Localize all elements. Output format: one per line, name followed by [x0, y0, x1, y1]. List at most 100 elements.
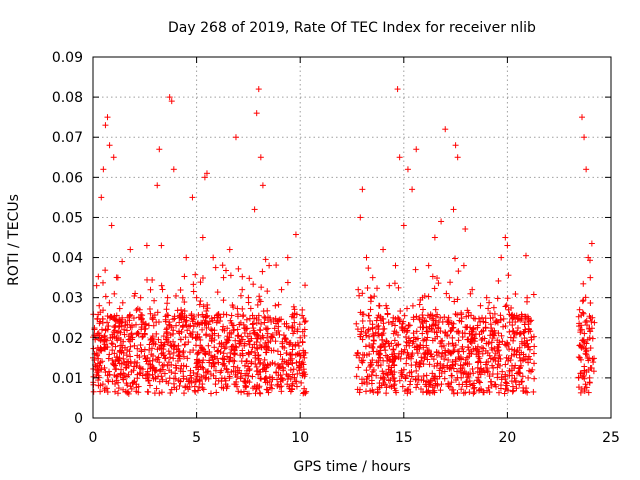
data-point — [230, 350, 237, 357]
data-point — [155, 319, 162, 326]
data-point — [211, 327, 218, 334]
data-point — [165, 380, 172, 387]
data-point — [450, 390, 457, 397]
data-point — [476, 379, 483, 386]
data-point — [514, 347, 521, 354]
data-point — [206, 333, 213, 340]
data-point — [235, 265, 242, 272]
data-point — [520, 329, 527, 336]
data-point — [464, 307, 471, 314]
data-point — [403, 360, 410, 367]
data-point — [293, 359, 300, 366]
data-point — [588, 240, 595, 247]
data-point — [404, 387, 411, 394]
data-point — [459, 333, 466, 340]
data-point — [531, 343, 538, 350]
data-point — [136, 364, 143, 371]
data-point — [413, 384, 420, 391]
data-point — [487, 378, 494, 385]
data-point — [581, 385, 588, 392]
data-point — [446, 383, 453, 390]
data-point — [262, 256, 269, 263]
data-point — [257, 327, 264, 334]
data-point — [300, 315, 307, 322]
data-point — [403, 342, 410, 349]
data-point — [125, 388, 132, 395]
data-point — [145, 377, 152, 384]
data-point — [165, 348, 172, 355]
data-point — [435, 349, 442, 356]
data-point — [392, 262, 399, 269]
data-point — [180, 390, 187, 397]
data-point — [484, 365, 491, 372]
data-point — [439, 350, 446, 357]
data-point — [97, 382, 104, 389]
data-point — [123, 380, 130, 387]
data-point — [434, 333, 441, 340]
data-point — [255, 316, 262, 323]
data-point — [445, 340, 452, 347]
data-point — [370, 337, 377, 344]
data-point — [457, 362, 464, 369]
data-point — [530, 388, 537, 395]
data-point — [91, 326, 98, 333]
data-point — [237, 340, 244, 347]
data-point — [516, 354, 523, 361]
data-point — [175, 342, 182, 349]
data-point — [522, 252, 529, 259]
data-point — [498, 254, 505, 261]
data-point — [581, 330, 588, 337]
data-point — [190, 347, 197, 354]
data-point — [149, 371, 156, 378]
data-point — [525, 374, 532, 381]
data-point — [233, 378, 240, 385]
data-point — [485, 384, 492, 391]
data-point — [427, 311, 434, 318]
data-point — [587, 299, 594, 306]
data-point — [368, 377, 375, 384]
data-point — [527, 356, 534, 363]
data-point — [223, 366, 230, 373]
data-point — [185, 339, 192, 346]
data-point — [575, 374, 582, 381]
data-point — [482, 347, 489, 354]
data-point — [182, 383, 189, 390]
data-point — [292, 231, 299, 238]
data-point — [482, 324, 489, 331]
data-point — [454, 368, 461, 375]
data-point — [120, 376, 127, 383]
data-point — [432, 321, 439, 328]
data-point — [301, 326, 308, 333]
data-point — [162, 313, 169, 320]
data-point — [100, 166, 107, 173]
data-point — [424, 350, 431, 357]
data-point — [126, 317, 133, 324]
data-point — [257, 154, 264, 161]
data-point — [212, 375, 219, 382]
data-point — [470, 370, 477, 377]
data-point — [417, 341, 424, 348]
data-point — [358, 328, 365, 335]
data-point — [208, 363, 215, 370]
data-point — [404, 305, 411, 312]
data-point — [201, 174, 208, 181]
data-point — [290, 303, 297, 310]
data-point — [191, 383, 198, 390]
data-point — [166, 367, 173, 374]
data-point — [258, 284, 265, 291]
data-point — [135, 389, 142, 396]
data-point — [127, 383, 134, 390]
data-point — [241, 342, 248, 349]
data-point — [489, 335, 496, 342]
y-tick-label: 0.06 — [52, 170, 83, 186]
data-point — [367, 298, 374, 305]
data-point — [577, 389, 584, 396]
data-point — [220, 350, 227, 357]
data-point — [461, 368, 468, 375]
data-point — [183, 254, 190, 261]
data-point — [495, 361, 502, 368]
data-point — [118, 366, 125, 373]
data-point — [279, 338, 286, 345]
data-point — [509, 322, 516, 329]
data-point — [463, 370, 470, 377]
